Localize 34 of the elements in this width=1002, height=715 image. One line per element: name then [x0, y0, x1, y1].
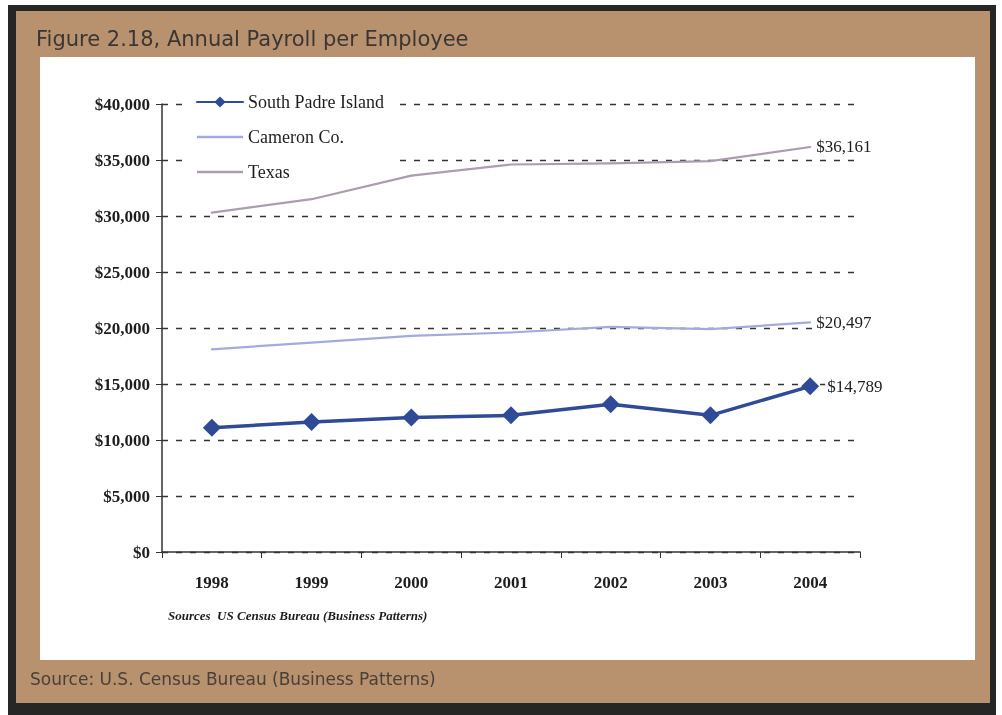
y-tick-label: $15,000	[94, 374, 150, 394]
point	[601, 395, 620, 414]
y-tick-label: $0	[133, 542, 150, 562]
line-series	[210, 145, 812, 214]
x-tick-label: 2001	[494, 573, 528, 592]
x-tick-label: 1999	[294, 573, 329, 592]
y-tick-label: $20,000	[94, 318, 150, 338]
x-tick-label: 1998	[194, 573, 229, 592]
source-note: Sources US Census Bureau (Business Patterns)	[168, 608, 428, 623]
y-tick-label: $5,000	[103, 486, 150, 506]
x-tick-label: 2002	[593, 573, 628, 592]
point	[502, 406, 520, 425]
data-label: $20,497	[816, 312, 872, 332]
y-tick-label: $25,000	[94, 262, 150, 282]
data-label: $14,789	[827, 376, 883, 396]
legend-label: Cameron Co.	[248, 127, 344, 147]
x-tick-label: 2003	[693, 573, 728, 592]
point	[202, 418, 221, 437]
legend-label: South Padre Island	[248, 92, 384, 112]
x-tick-label: 2004	[793, 573, 828, 592]
point	[302, 413, 321, 432]
y-tick-label: $30,000	[94, 206, 150, 226]
y-tick-label: $10,000	[94, 430, 150, 450]
point	[801, 377, 820, 396]
legend-label: Texas	[248, 162, 290, 182]
chart-title: Figure 2.18, Annual Payroll per Employee	[36, 26, 469, 52]
line-series	[210, 321, 812, 351]
point	[701, 406, 720, 425]
y-tick-label: $40,000	[94, 94, 150, 114]
x-tick-label: 2000	[394, 573, 429, 592]
data-label: $36,161	[816, 137, 872, 157]
y-tick-label: $35,000	[94, 150, 150, 170]
point	[402, 408, 421, 427]
source-note: Source: U.S. Census Bureau (Business Patterns)	[30, 668, 436, 691]
